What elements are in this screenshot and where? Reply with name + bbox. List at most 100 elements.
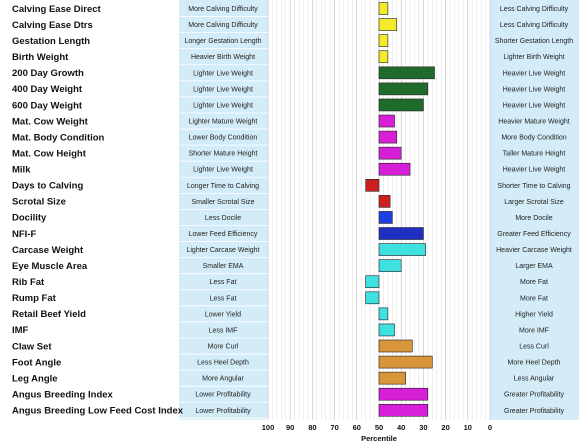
percentile-bar	[378, 339, 413, 353]
left-descriptor: Less Fat	[210, 295, 237, 302]
trait-label: Angus Breeding Low Feed Cost Index	[12, 406, 184, 417]
x-tick-label: 10	[464, 423, 472, 432]
right-descriptor: Heavier Live Weight	[503, 70, 566, 77]
percentile-bar	[378, 403, 429, 417]
right-descriptor: Less Calving Difficulty	[500, 22, 569, 29]
left-descriptor: Lower Profitability	[195, 392, 251, 399]
right-descriptor: More Body Condition	[501, 135, 566, 142]
trait-label: Mat. Cow Height	[12, 148, 87, 159]
trait-label: Rump Fat	[12, 293, 57, 304]
percentile-bar	[378, 259, 402, 272]
left-descriptor: Lighter Live Weight	[193, 86, 253, 93]
right-descriptor: More Heel Depth	[508, 360, 561, 367]
x-tick-label: 90	[286, 423, 294, 432]
x-tick-label: 100	[262, 423, 275, 432]
left-descriptor: More Calving Difficulty	[188, 6, 258, 13]
right-descriptor: Less Curl	[519, 344, 549, 351]
left-descriptor: Lower Yield	[205, 311, 241, 318]
percentile-bar	[378, 50, 389, 64]
percentile-bar	[378, 323, 395, 337]
left-descriptor: Smaller Scrotal Size	[191, 199, 254, 206]
right-descriptor: Larger EMA	[515, 263, 553, 270]
trait-label: Gestation Length	[12, 36, 90, 47]
right-descriptor: Heavier Live Weight	[503, 86, 566, 93]
trait-label: Angus Breeding Index	[12, 390, 114, 401]
percentile-bar	[365, 179, 380, 192]
right-descriptor: Shorter Gestation Length	[495, 38, 573, 45]
trait-label: Calving Ease Dtrs	[12, 20, 93, 31]
percentile-bar	[365, 275, 380, 289]
trait-label: Rib Fat	[12, 277, 45, 288]
trait-label: IMF	[12, 325, 29, 336]
percentile-bar	[378, 227, 424, 240]
trait-label: Mat. Body Condition	[12, 132, 105, 143]
percentile-bar	[378, 82, 429, 96]
trait-label: 200 Day Growth	[12, 68, 84, 79]
right-descriptor: Greater Profitability	[504, 392, 564, 399]
percentile-bar	[378, 18, 398, 31]
left-descriptor: Lighter Live Weight	[193, 167, 253, 174]
trait-label: Eye Muscle Area	[12, 261, 88, 272]
left-descriptor: Lighter Live Weight	[193, 102, 253, 109]
trait-label: Retail Beef Yield	[12, 309, 86, 320]
left-descriptor: More Calving Difficulty	[188, 22, 258, 29]
x-tick-label: 70	[330, 423, 338, 432]
percentile-bar	[378, 162, 411, 176]
right-descriptor: Higher Yield	[515, 311, 553, 318]
left-descriptor: Less IMF	[209, 327, 238, 334]
left-descriptor: Longer Time to Calving	[187, 183, 259, 190]
percentile-bar	[378, 243, 426, 256]
right-descriptor: Taller Mature Height	[503, 151, 566, 158]
percentile-bar	[378, 307, 389, 321]
percentile-bar	[378, 2, 389, 15]
trait-label: Carcase Weight	[12, 245, 84, 256]
percentile-bar	[378, 211, 393, 224]
x-tick-label: 20	[441, 423, 449, 432]
right-descriptor: Heavier Mature Weight	[498, 119, 570, 126]
left-descriptor: Lower Body Condition	[189, 135, 258, 142]
right-descriptor: Greater Profitability	[504, 408, 564, 415]
percentile-bar	[378, 66, 435, 80]
percentile-bar	[378, 146, 402, 160]
trait-label: 600 Day Weight	[12, 100, 83, 111]
right-descriptor-panel	[490, 0, 579, 420]
left-descriptor: Less Heel Depth	[197, 360, 249, 367]
x-tick-label: 30	[419, 423, 427, 432]
left-descriptor: Less Fat	[210, 279, 237, 286]
percentile-bar	[378, 371, 406, 385]
left-descriptor-panel	[179, 0, 268, 420]
right-descriptor: More Docile	[515, 215, 552, 222]
trait-label: 400 Day Weight	[12, 84, 83, 95]
percentile-bar	[378, 355, 433, 369]
trait-label: Scrotal Size	[12, 197, 66, 208]
x-tick-label: 40	[397, 423, 405, 432]
trait-label: Calving Ease Direct	[12, 4, 102, 15]
percentile-bar	[378, 130, 398, 144]
left-descriptor: Shorter Mature Height	[189, 151, 258, 158]
percentile-bar	[378, 114, 395, 128]
percentile-bar	[378, 98, 424, 112]
trait-label: Birth Weight	[12, 52, 69, 63]
right-descriptor: Heavier Live Weight	[503, 102, 566, 109]
left-descriptor: Less Docile	[205, 215, 241, 222]
x-axis-label: Percentile	[361, 434, 397, 443]
right-descriptor: Heavier Live Weight	[503, 167, 566, 174]
x-tick-label: 60	[353, 423, 361, 432]
right-descriptor: Lighter Birth Weight	[503, 54, 564, 61]
left-descriptor: More Angular	[202, 376, 244, 383]
left-descriptor: Lighter Mature Weight	[189, 119, 258, 126]
x-tick-label: 80	[308, 423, 316, 432]
percentile-bar	[365, 291, 380, 305]
left-descriptor: Lower Profitability	[195, 408, 251, 415]
left-descriptor: Smaller EMA	[203, 263, 244, 270]
trait-label: Foot Angle	[12, 357, 61, 368]
trait-label: Milk	[12, 165, 31, 176]
right-descriptor: Shorter Time to Calving	[497, 183, 570, 190]
right-descriptor: Less Calving Difficulty	[500, 6, 569, 13]
left-descriptor: Heavier Birth Weight	[191, 54, 255, 61]
trait-label: Mat. Cow Weight	[12, 116, 89, 127]
trait-label: Days to Calving	[12, 181, 83, 192]
left-descriptor: Lower Feed Efficiency	[189, 231, 258, 238]
x-tick-label: 0	[488, 423, 492, 432]
